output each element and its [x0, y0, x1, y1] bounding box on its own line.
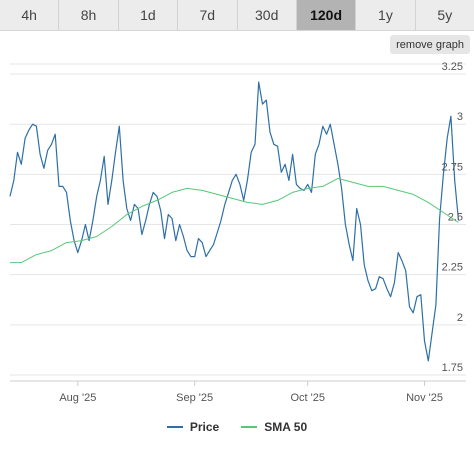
y-tick-label: 3: [457, 111, 463, 123]
tab-1d[interactable]: 1d: [119, 0, 179, 30]
x-tick-label: Aug '25: [59, 392, 96, 404]
price-chart: 1.75 2 2.25 2.5 2.75 3 3.25 Aug '25 Sep '25 Oct …: [9, 61, 466, 404]
legend-item-sma-50[interactable]: SMA 50: [241, 420, 307, 434]
x-axis-ticks: Aug '25 Sep '25 Oct '25 Nov '25: [59, 381, 443, 404]
legend-item-price[interactable]: Price: [166, 420, 220, 434]
tab-7d[interactable]: 7d: [178, 0, 238, 30]
tab-8h[interactable]: 8h: [59, 0, 119, 30]
legend-swatch-price: [166, 426, 183, 428]
legend-swatch-sma-50: [241, 426, 258, 428]
tab-4h[interactable]: 4h: [0, 0, 60, 30]
y-tick-label: 2.75: [442, 161, 463, 173]
y-tick-label: 2.25: [442, 262, 463, 274]
tab-120d[interactable]: 120d: [296, 0, 357, 30]
legend-label-sma-50: SMA 50: [264, 420, 308, 434]
sma-50-line: [10, 177, 459, 264]
tab-1y[interactable]: 1y: [356, 0, 416, 30]
series-lines: [9, 81, 460, 362]
y-tick-label: 2: [457, 312, 463, 324]
y-tick-label: 3.25: [442, 61, 463, 73]
tab-5y[interactable]: 5y: [437, 7, 453, 23]
remove-graph-button[interactable]: remove graph: [390, 35, 470, 54]
tab-30d[interactable]: 30d: [238, 0, 297, 30]
x-tick-label: Oct '25: [290, 392, 325, 404]
price-line: [9, 81, 460, 362]
x-tick-label: Nov '25: [406, 392, 443, 404]
chart-legend: Price SMA 50: [0, 420, 474, 434]
x-tick-label: Sep '25: [176, 392, 213, 404]
time-range-tabs: 4h 8h 1d 7d 30d 120d 1y 5y: [0, 0, 474, 31]
y-tick-label: 1.75: [442, 362, 463, 374]
grid-lines: [10, 63, 466, 382]
y-axis-ticks: 1.75 2 2.25 2.5 2.75 3 3.25: [442, 61, 463, 374]
y-tick-label: 2.5: [448, 212, 463, 224]
legend-label-price: Price: [189, 420, 220, 434]
